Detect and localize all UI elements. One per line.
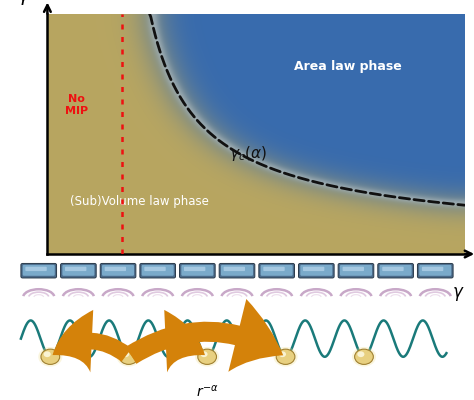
FancyBboxPatch shape [102, 265, 134, 276]
FancyBboxPatch shape [100, 264, 136, 278]
Circle shape [357, 351, 365, 357]
Circle shape [119, 349, 138, 364]
Circle shape [273, 347, 298, 366]
Circle shape [117, 347, 141, 366]
Circle shape [355, 349, 374, 364]
FancyBboxPatch shape [140, 264, 175, 278]
FancyBboxPatch shape [181, 265, 213, 276]
Text: $r^{-\alpha}$: $r^{-\alpha}$ [196, 384, 219, 400]
FancyBboxPatch shape [180, 264, 215, 278]
Text: (Sub)Volume law phase: (Sub)Volume law phase [70, 195, 209, 208]
FancyBboxPatch shape [259, 264, 294, 278]
FancyBboxPatch shape [382, 267, 404, 271]
Circle shape [195, 347, 219, 366]
FancyBboxPatch shape [63, 265, 94, 276]
Circle shape [276, 349, 295, 364]
Circle shape [44, 351, 51, 357]
Text: $\gamma_c(\alpha)$: $\gamma_c(\alpha)$ [228, 144, 266, 163]
FancyBboxPatch shape [263, 267, 285, 271]
FancyBboxPatch shape [23, 265, 55, 276]
FancyBboxPatch shape [418, 264, 453, 278]
FancyBboxPatch shape [105, 267, 126, 271]
FancyBboxPatch shape [21, 264, 56, 278]
FancyBboxPatch shape [221, 265, 253, 276]
FancyBboxPatch shape [419, 265, 451, 276]
FancyArrowPatch shape [126, 299, 283, 372]
FancyArrowPatch shape [53, 310, 132, 372]
FancyBboxPatch shape [378, 264, 413, 278]
Circle shape [41, 349, 60, 364]
FancyBboxPatch shape [219, 264, 255, 278]
FancyBboxPatch shape [26, 267, 47, 271]
FancyBboxPatch shape [338, 264, 374, 278]
FancyBboxPatch shape [61, 264, 96, 278]
Text: No
MIP: No MIP [65, 94, 88, 116]
FancyBboxPatch shape [142, 265, 174, 276]
Circle shape [38, 347, 63, 366]
Text: $\gamma$: $\gamma$ [452, 285, 465, 303]
Circle shape [279, 351, 286, 357]
FancyBboxPatch shape [299, 264, 334, 278]
Circle shape [198, 349, 217, 364]
FancyBboxPatch shape [303, 267, 324, 271]
FancyBboxPatch shape [380, 265, 411, 276]
FancyBboxPatch shape [144, 267, 166, 271]
FancyBboxPatch shape [340, 265, 372, 276]
Circle shape [122, 351, 129, 357]
FancyBboxPatch shape [65, 267, 86, 271]
Circle shape [352, 347, 376, 366]
FancyArrowPatch shape [126, 310, 205, 372]
FancyBboxPatch shape [224, 267, 245, 271]
FancyBboxPatch shape [300, 265, 332, 276]
FancyBboxPatch shape [422, 267, 443, 271]
Text: Area law phase: Area law phase [294, 60, 401, 73]
Text: $\gamma$: $\gamma$ [17, 0, 32, 7]
FancyBboxPatch shape [261, 265, 292, 276]
Circle shape [201, 351, 208, 357]
FancyBboxPatch shape [184, 267, 205, 271]
FancyBboxPatch shape [343, 267, 364, 271]
